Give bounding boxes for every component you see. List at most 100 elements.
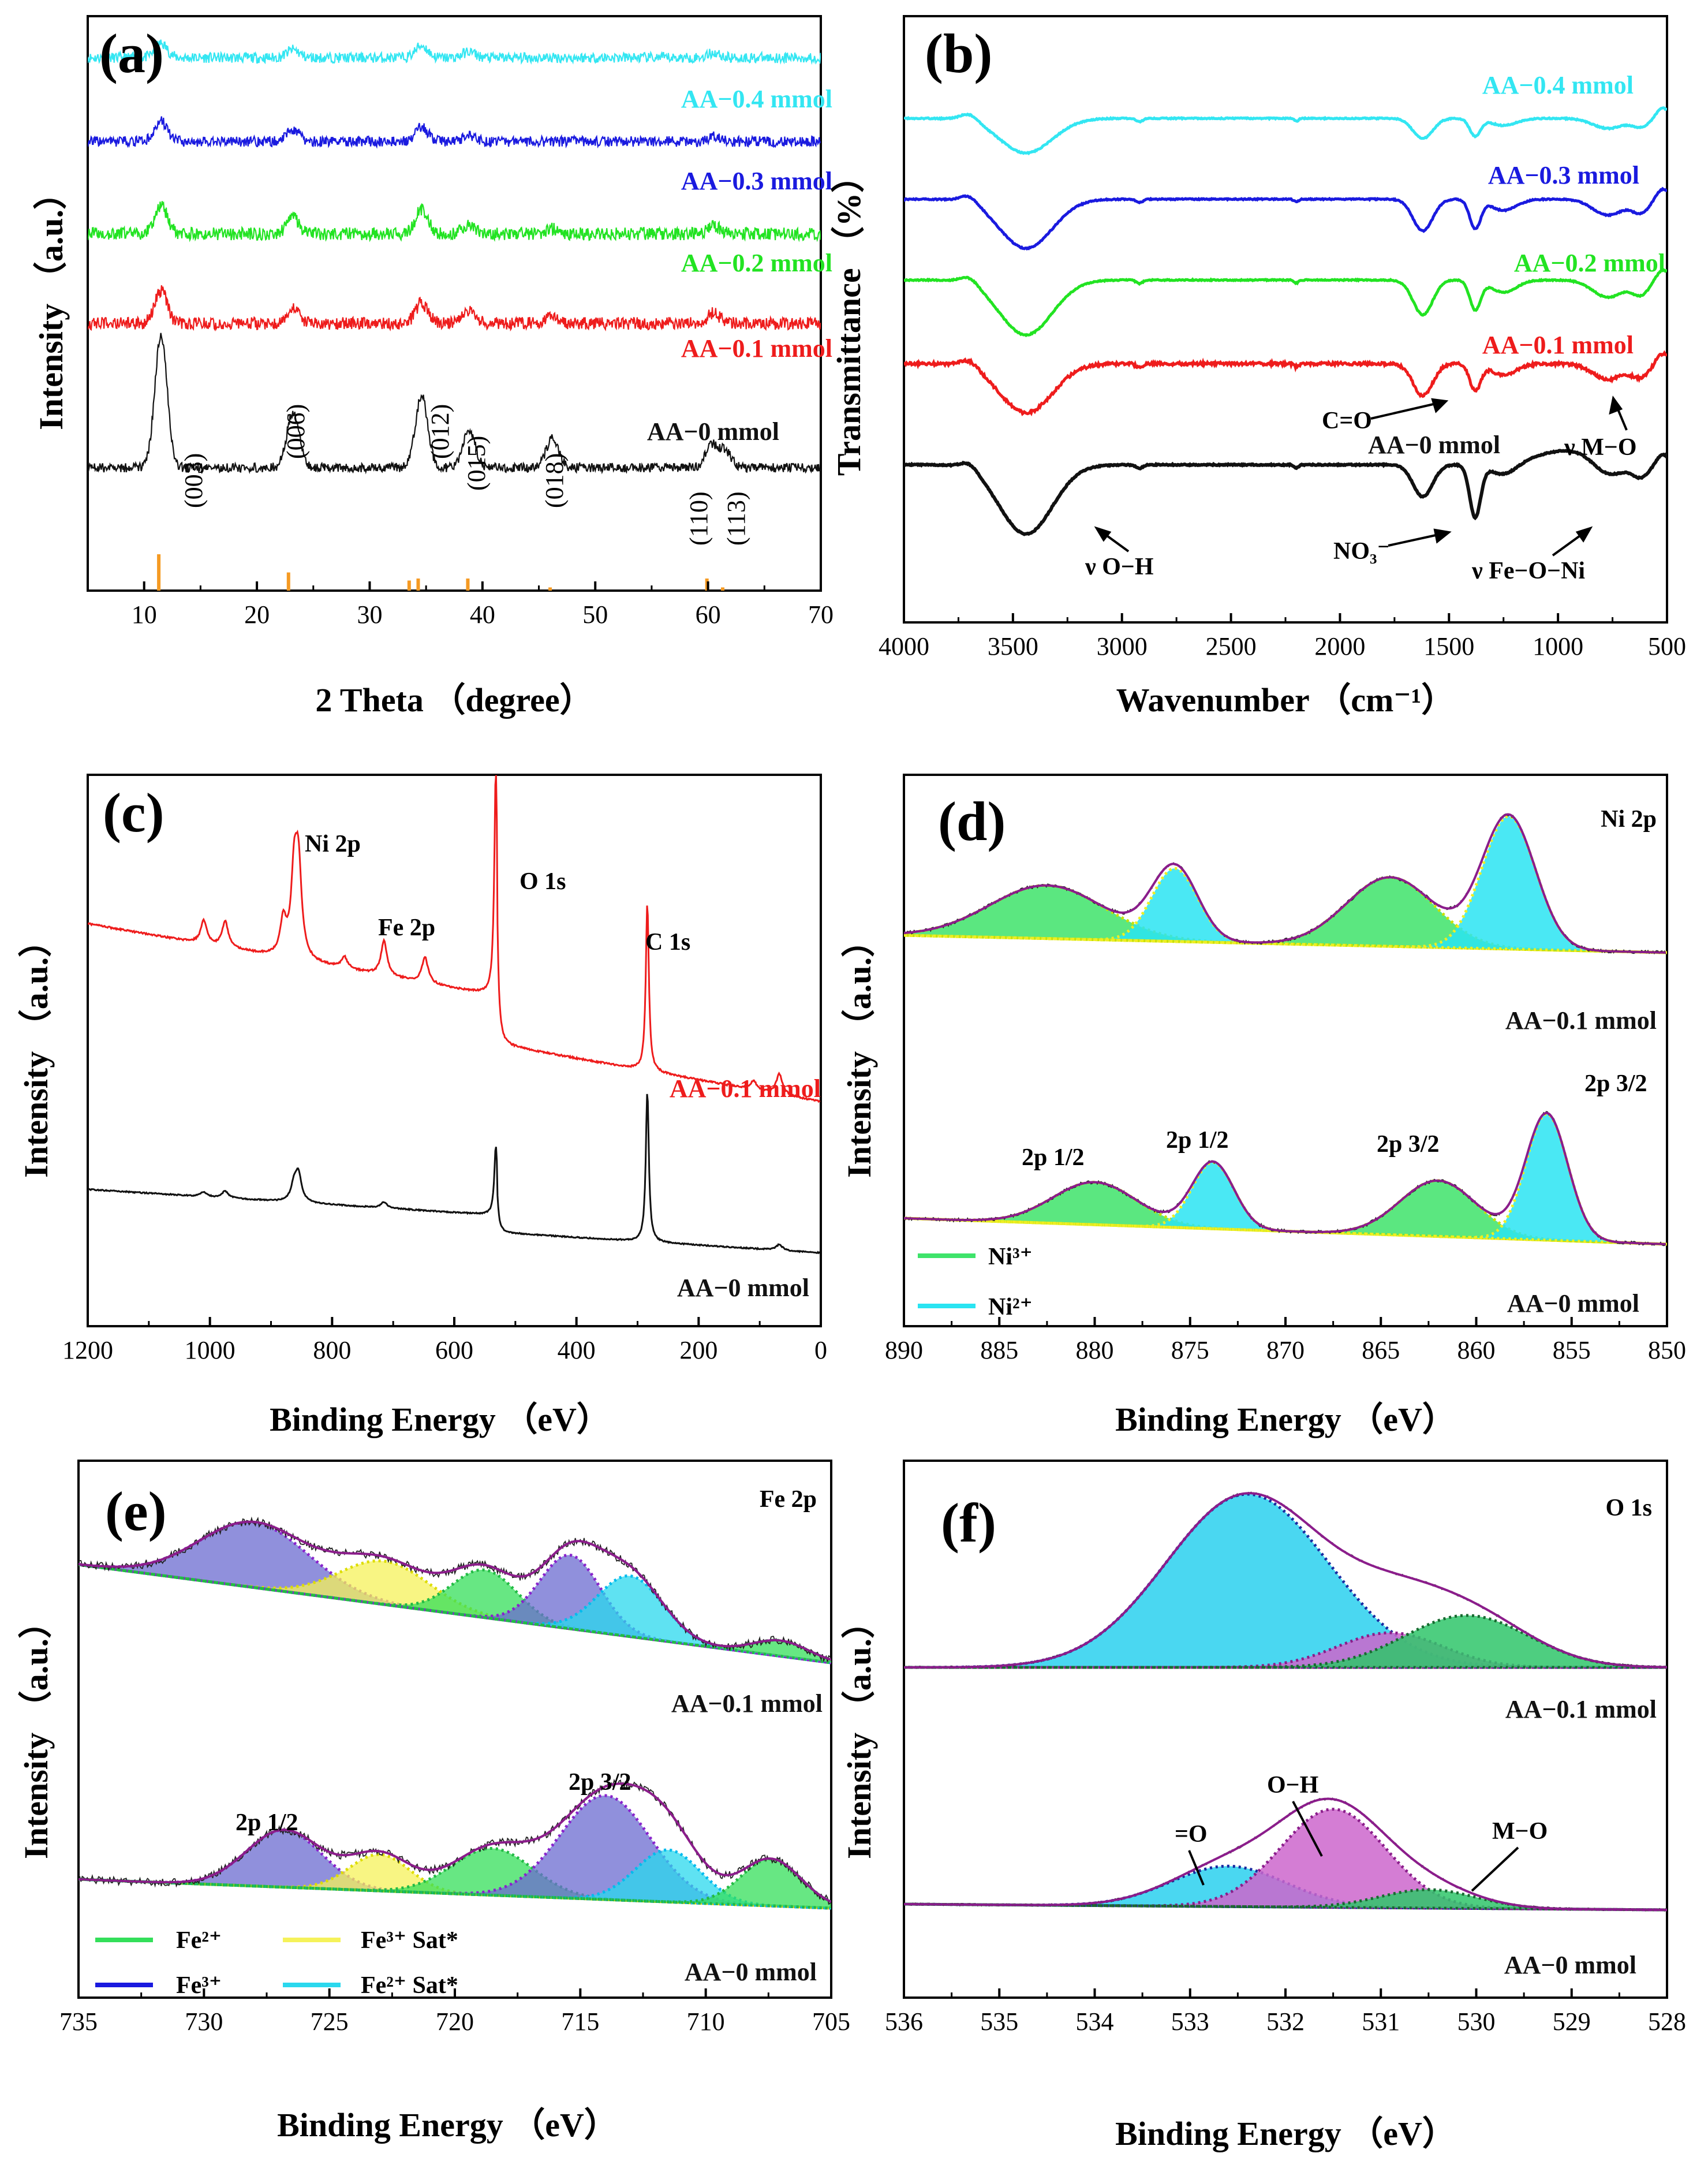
fit-component xyxy=(79,1563,831,1665)
xrd-curve-4 xyxy=(88,333,821,475)
hkl-018: (018) xyxy=(540,453,569,508)
panel-d-ylabel: Intensity （a.u.） xyxy=(840,924,878,1178)
arrowhead-no3 xyxy=(1433,528,1452,544)
panel-c-curves xyxy=(88,775,821,1255)
legend-fe2sat: Fe²⁺ Sat* xyxy=(361,1972,458,1999)
fe-2p12: 2p 1/2 xyxy=(236,1809,298,1836)
panel-b-label: (b) xyxy=(925,23,992,84)
xtick-label: 531 xyxy=(1362,2007,1400,2036)
peak-fe2p: Fe 2p xyxy=(378,915,435,941)
xtick-label: 890 xyxy=(885,1336,923,1364)
o-label-oh: O−H xyxy=(1267,1772,1318,1798)
xtick-label: 10 xyxy=(132,600,157,629)
panel-c-label: (c) xyxy=(103,782,165,844)
ftir-curve-0 xyxy=(904,106,1667,156)
panel-b-curves xyxy=(904,106,1667,536)
peak-ni2p: Ni 2p xyxy=(305,831,361,857)
fit-envelope xyxy=(904,1111,1666,1245)
xtick-label: 2500 xyxy=(1206,632,1257,660)
panel-b-label-aa04: AA−0.4 mmol xyxy=(1482,71,1634,99)
xtick-label: 730 xyxy=(185,2007,223,2036)
xtick-label: 0 xyxy=(814,1336,827,1364)
ni-2p12-a: 2p 1/2 xyxy=(1022,1144,1085,1171)
panel-a-ylabel: Intensity （a.u.） xyxy=(32,176,70,430)
xtick-label: 400 xyxy=(558,1336,596,1364)
xtick-label: 535 xyxy=(980,2007,1018,2036)
xtick-label: 70 xyxy=(808,600,834,629)
xtick-label: 530 xyxy=(1457,2007,1496,2036)
legend-ni2: Ni²⁺ xyxy=(988,1294,1033,1320)
hkl-012: (012) xyxy=(426,404,454,459)
xtick-label: 532 xyxy=(1266,2007,1305,2036)
panel-a-label-aa02: AA−0.2 mmol xyxy=(681,249,832,277)
xtick-label: 705 xyxy=(812,2007,850,2036)
arrow-oh-f xyxy=(1292,1801,1323,1857)
xtick-label: 500 xyxy=(1648,632,1686,660)
peak-c1s: C 1s xyxy=(645,929,690,956)
xtick-label: 50 xyxy=(582,600,608,629)
ftir-curve-1 xyxy=(904,186,1667,251)
xtick-label: 3000 xyxy=(1097,632,1148,660)
panel-e: 735 730 725 720 715 710 705 (e) Fe 2p Binding … xyxy=(17,1460,850,2144)
panel-a-label-aa0: AA−0 mmol xyxy=(647,417,779,446)
annot-co: C=O xyxy=(1322,408,1372,434)
panel-f-ticks: 536 535 534 533 532 531 530 529 528 xyxy=(885,1988,1686,2036)
xtick-label: 860 xyxy=(1457,1336,1496,1364)
xtick-label: 710 xyxy=(687,2007,725,2036)
panel-a-xlabel: 2 Theta （degree） xyxy=(315,681,593,719)
xtick-label: 735 xyxy=(59,2007,98,2036)
panel-d-ticks: 890 885 880 875 870 865 860 855 850 xyxy=(885,1317,1686,1364)
hkl-113: (113) xyxy=(722,491,750,546)
hkl-006: (006) xyxy=(282,404,310,459)
xtick-label: 800 xyxy=(313,1336,351,1364)
arrow-mo-f xyxy=(1471,1846,1519,1892)
xtick-label: 1200 xyxy=(62,1336,113,1364)
panel-c-label-aa0: AA−0 mmol xyxy=(677,1274,809,1302)
panel-e-ticks: 735 730 725 720 715 710 705 xyxy=(59,1988,850,2036)
legend-fe3sat: Fe³⁺ Sat* xyxy=(361,1927,458,1954)
arrowhead-oh xyxy=(1094,526,1112,542)
annot-feoni: ν Fe−O−Ni xyxy=(1471,558,1585,584)
fe-2p32: 2p 3/2 xyxy=(569,1769,631,1796)
fit-component xyxy=(79,1857,831,1910)
fit-envelope xyxy=(904,1797,1667,1911)
panel-b-label-aa01: AA−0.1 mmol xyxy=(1482,331,1634,359)
panel-b-label-aa02: AA−0.2 mmol xyxy=(1514,249,1665,277)
xrd-curve-0 xyxy=(88,39,821,65)
hkl-015: (015) xyxy=(462,436,491,491)
fit-component xyxy=(904,1112,1667,1246)
xtick-label: 715 xyxy=(561,2007,599,2036)
annot-no3: NO₃⁻ xyxy=(1333,538,1390,565)
survey-curve-1 xyxy=(88,1094,821,1255)
panel-f-label-aa0: AA−0 mmol xyxy=(1504,1951,1636,1979)
panel-a-ticks: 10 20 30 40 50 60 70 xyxy=(132,581,834,629)
panel-c-frame xyxy=(87,774,822,1327)
ni-2p12-b: 2p 1/2 xyxy=(1166,1127,1229,1154)
panel-b-label-aa0: AA−0 mmol xyxy=(1368,431,1500,459)
ftir-curve-4 xyxy=(904,449,1667,536)
panel-f-label-aa01: AA−0.1 mmol xyxy=(1505,1695,1657,1723)
fit-envelope xyxy=(904,1492,1667,1669)
raw-spectrum xyxy=(79,1516,831,1663)
xtick-label: 1000 xyxy=(1533,632,1583,660)
arrow-eq xyxy=(1188,1850,1205,1886)
survey-curve-0 xyxy=(88,775,821,1103)
o-label-eq: =O xyxy=(1175,1821,1208,1848)
xtick-label: 4000 xyxy=(879,632,929,660)
peak-o1s: O 1s xyxy=(519,868,566,895)
fit-component xyxy=(904,1808,1667,1912)
panel-e-curves xyxy=(79,1516,831,1910)
panel-f-curves xyxy=(904,1491,1667,1912)
panel-e-label: (e) xyxy=(105,1480,167,1542)
xtick-label: 850 xyxy=(1648,1336,1686,1364)
panel-c-xlabel: Binding Energy （eV） xyxy=(270,1401,610,1438)
panel-f: 536 535 534 533 532 531 530 529 528 (f) O 1s Bin… xyxy=(840,1460,1686,2152)
panel-d-label: (d) xyxy=(938,790,1006,852)
panel-f-xlabel: Binding Energy （eV） xyxy=(1115,2115,1456,2152)
panel-e-legend: Fe²⁺ Fe³⁺ Fe³⁺ Sat* Fe²⁺ Sat* xyxy=(95,1927,458,1999)
panel-f-ylabel: Intensity （a.u.） xyxy=(840,1605,878,1859)
annot-oh: ν O−H xyxy=(1085,554,1154,580)
ni-2p32-b: 2p 3/2 xyxy=(1584,1070,1647,1097)
xtick-label: 30 xyxy=(357,600,382,629)
